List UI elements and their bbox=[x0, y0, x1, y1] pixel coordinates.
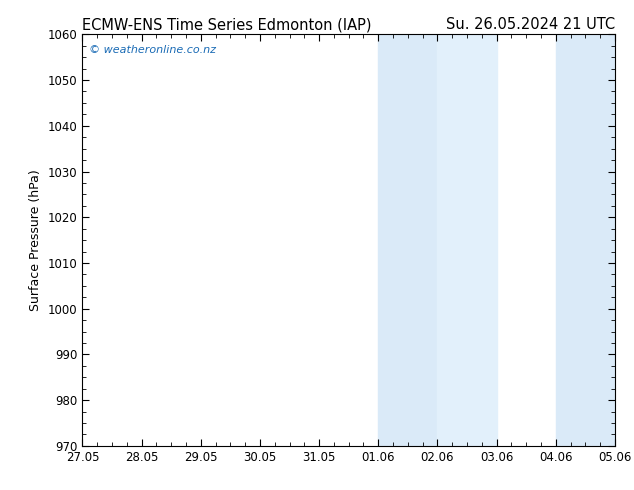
Text: Su. 26.05.2024 21 UTC: Su. 26.05.2024 21 UTC bbox=[446, 17, 615, 32]
Bar bbox=[378, 34, 437, 446]
Y-axis label: Surface Pressure (hPa): Surface Pressure (hPa) bbox=[29, 169, 42, 311]
Bar bbox=[437, 34, 496, 446]
Text: © weatheronline.co.nz: © weatheronline.co.nz bbox=[89, 45, 216, 54]
Text: ECMW-ENS Time Series Edmonton (IAP): ECMW-ENS Time Series Edmonton (IAP) bbox=[82, 17, 372, 32]
Bar bbox=[556, 34, 615, 446]
